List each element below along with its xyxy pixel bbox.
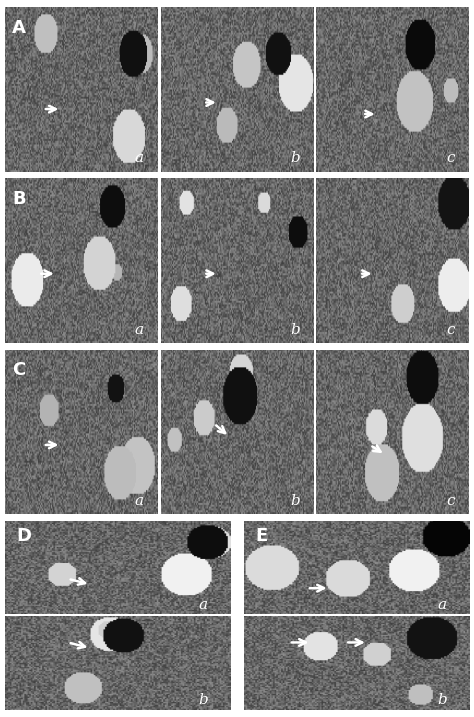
Text: b: b <box>290 151 300 166</box>
Text: a: a <box>135 494 144 508</box>
Text: b: b <box>198 693 208 708</box>
Text: a: a <box>135 151 144 166</box>
Text: c: c <box>447 323 455 336</box>
Text: b: b <box>290 494 300 508</box>
Text: c: c <box>447 494 455 508</box>
Text: E: E <box>255 527 267 546</box>
Text: B: B <box>12 190 26 208</box>
Text: a: a <box>438 598 447 612</box>
Text: a: a <box>135 323 144 336</box>
Text: b: b <box>438 693 447 708</box>
Text: C: C <box>12 361 26 379</box>
Text: D: D <box>16 527 31 546</box>
Text: b: b <box>290 323 300 336</box>
Text: A: A <box>12 19 26 37</box>
Text: c: c <box>447 151 455 166</box>
Text: a: a <box>199 598 208 612</box>
